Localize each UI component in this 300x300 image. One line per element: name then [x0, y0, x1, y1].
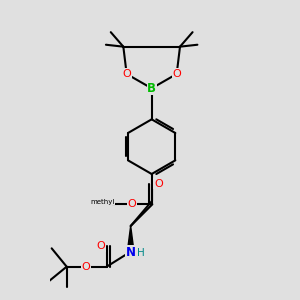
Text: H: H: [137, 248, 145, 258]
Text: O: O: [154, 179, 163, 189]
Text: methyl: methyl: [90, 199, 115, 205]
Polygon shape: [127, 226, 134, 252]
Text: B: B: [147, 82, 156, 95]
Text: O: O: [122, 69, 131, 79]
Text: O: O: [172, 69, 181, 79]
Text: O: O: [127, 199, 136, 209]
Text: O: O: [96, 241, 105, 251]
Text: N: N: [126, 246, 136, 259]
Text: O: O: [82, 262, 90, 272]
